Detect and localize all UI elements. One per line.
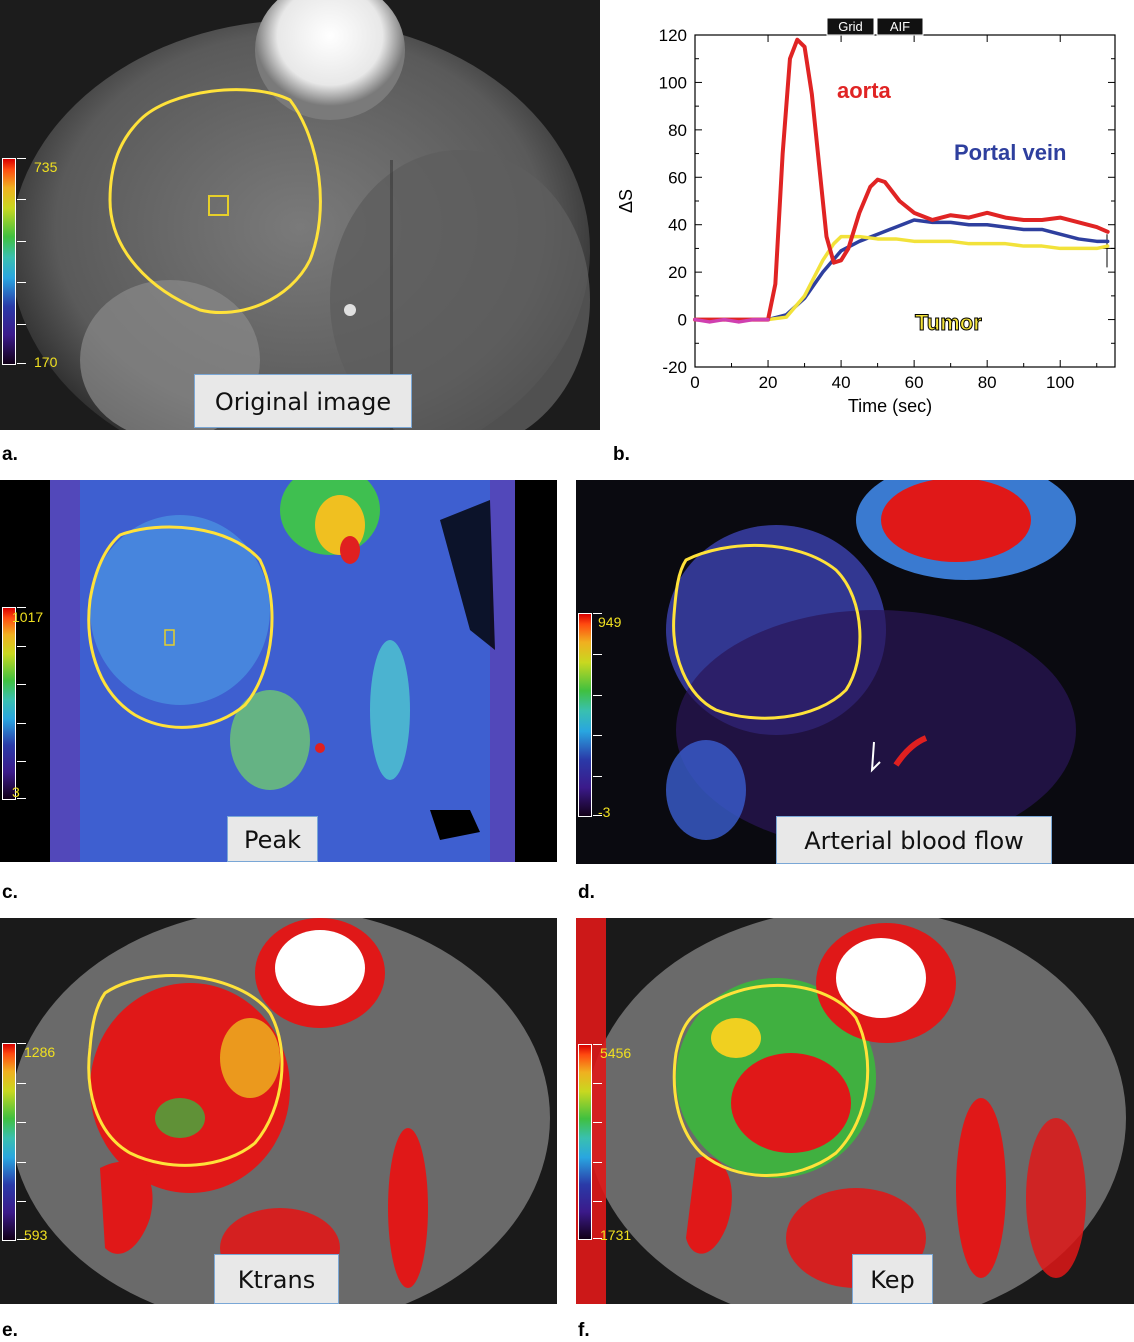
tumor-roi-outline [672, 543, 862, 720]
colorbar [2, 1043, 16, 1241]
colorbar-max-label: 949 [598, 614, 622, 630]
y-tick-label: 60 [668, 168, 687, 187]
ktrans-parameter-map [0, 918, 557, 1304]
colorbar-min-label: 593 [24, 1227, 48, 1243]
x-tick-label: 80 [978, 373, 997, 392]
y-tick-label: 120 [659, 26, 687, 45]
tumor-roi-outline [672, 984, 870, 1177]
colorbar [2, 607, 16, 800]
tumor-roi-outline [87, 974, 284, 1167]
panel-label-f: f. [578, 1320, 590, 1341]
panel-label-b: b. [613, 444, 630, 465]
chart-button-aif[interactable] [876, 17, 924, 36]
image-caption: Original image [194, 374, 412, 428]
x-tick-label: 60 [905, 373, 924, 392]
panel-label-a: a. [2, 444, 18, 465]
y-tick-label: -20 [662, 358, 687, 377]
x-tick-label: 0 [690, 373, 699, 392]
colorbar-min-label: 1731 [600, 1227, 632, 1243]
panel-d-arterial-flow-map: 949 -3 Arterial blood flow [576, 480, 1134, 864]
panel-label-e: e. [2, 1320, 18, 1341]
panel-e-ktrans-map: 1286 593 Ktrans [0, 918, 557, 1304]
peak-parameter-map [0, 480, 557, 862]
panel-a-mri-image: 735 170 Original image [0, 0, 600, 430]
panel-c-peak-map: 1017 3 Peak [0, 480, 557, 862]
colorbar-max-label: 1286 [24, 1044, 56, 1060]
plot-frame [694, 34, 1116, 368]
colorbar-min-label: 3 [12, 784, 20, 800]
colorbar [578, 613, 592, 817]
tumor-annotation: Tumor [915, 310, 982, 335]
chart-button-label: AIF [890, 19, 910, 34]
colorbar [2, 158, 16, 365]
kep-parameter-map [576, 918, 1134, 1304]
y-tick-label: 100 [659, 73, 687, 92]
x-tick-label: 40 [832, 373, 851, 392]
chart-button-grid[interactable] [826, 17, 875, 36]
x-axis-label: Time (sec) [848, 396, 932, 416]
tumor-roi-outline [108, 88, 322, 315]
panel-f-kep-map: 5456 1731 Kep [576, 918, 1134, 1304]
panel-label-d: d. [578, 882, 595, 903]
panel-b-signal-chart: -20 0 20 40 60 80 100 120 0 20 40 60 80 100 Time (sec)… [612, 10, 1134, 440]
x-tick-label: 20 [759, 373, 778, 392]
y-tick-label: 0 [678, 311, 687, 330]
colorbar [578, 1044, 592, 1240]
image-caption: Peak [227, 816, 318, 862]
y-tick-label: 20 [668, 263, 687, 282]
aorta-annotation: aorta [837, 78, 892, 103]
y-axis-label: ΔS [616, 189, 636, 213]
image-caption: Kep [852, 1254, 933, 1304]
y-tick-label: 40 [668, 216, 687, 235]
x-tick-label: 100 [1046, 373, 1074, 392]
image-caption: Arterial blood flow [776, 816, 1052, 864]
series-line-aorta [693, 37, 1110, 322]
series-line-baseline [693, 317, 770, 324]
image-caption: Ktrans [214, 1254, 339, 1304]
original-mri-image [0, 0, 600, 430]
tumor-roi-outline [87, 525, 274, 729]
colorbar-max-label: 1017 [12, 609, 44, 625]
colorbar-max-label: 735 [34, 159, 58, 175]
colorbar-max-label: 5456 [600, 1045, 632, 1061]
colorbar-min-label: -3 [598, 804, 611, 820]
arterial-blood-flow-map [576, 480, 1134, 864]
portal-vein-annotation: Portal vein [954, 140, 1066, 165]
colorbar-min-label: 170 [34, 354, 58, 370]
y-tick-label: 80 [668, 121, 687, 140]
chart-button-label: Grid [838, 19, 863, 34]
panel-label-c: c. [2, 882, 18, 903]
